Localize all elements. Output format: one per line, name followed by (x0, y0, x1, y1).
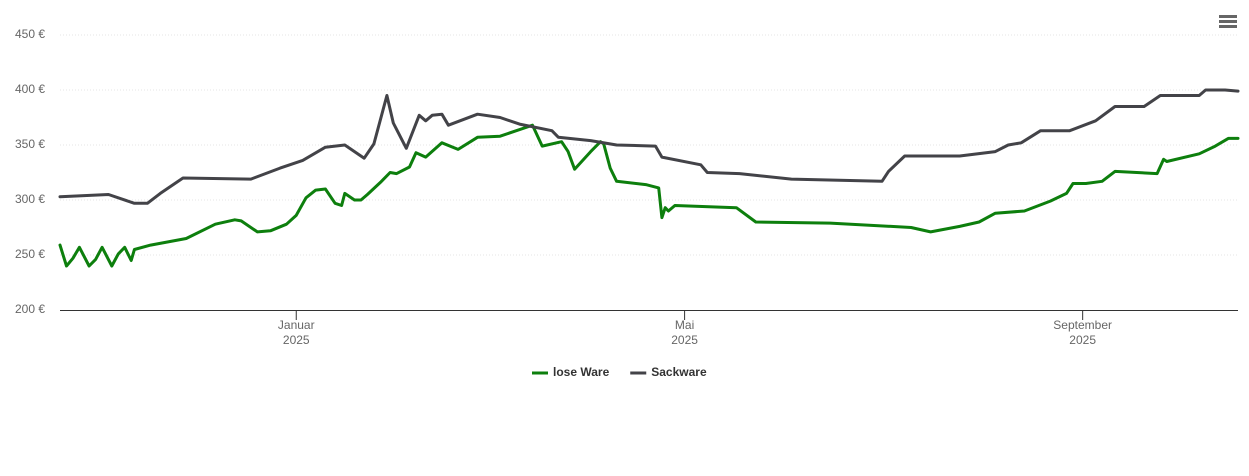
x-tick-label: 2025 (283, 333, 310, 347)
menu-icon[interactable] (1219, 15, 1237, 28)
menu-bar[interactable] (1219, 15, 1237, 18)
legend-label: Sackware (651, 365, 707, 379)
legend-label: lose Ware (553, 365, 610, 379)
series-line (58, 123, 1240, 268)
x-tick-label: September (1053, 318, 1112, 332)
series-line (58, 88, 1240, 205)
y-tick-label: 300 € (15, 192, 45, 206)
y-tick-label: 400 € (15, 82, 45, 96)
y-tick-label: 350 € (15, 137, 45, 151)
y-tick-label: 200 € (15, 302, 45, 316)
x-tick-label: Januar (278, 318, 315, 332)
menu-bar[interactable] (1219, 25, 1237, 28)
x-tick-label: 2025 (1069, 333, 1096, 347)
y-tick-label: 250 € (15, 247, 45, 261)
menu-bar[interactable] (1219, 20, 1237, 23)
x-tick-label: 2025 (671, 333, 698, 347)
y-tick-label: 450 € (15, 27, 45, 41)
x-tick-label: Mai (675, 318, 694, 332)
